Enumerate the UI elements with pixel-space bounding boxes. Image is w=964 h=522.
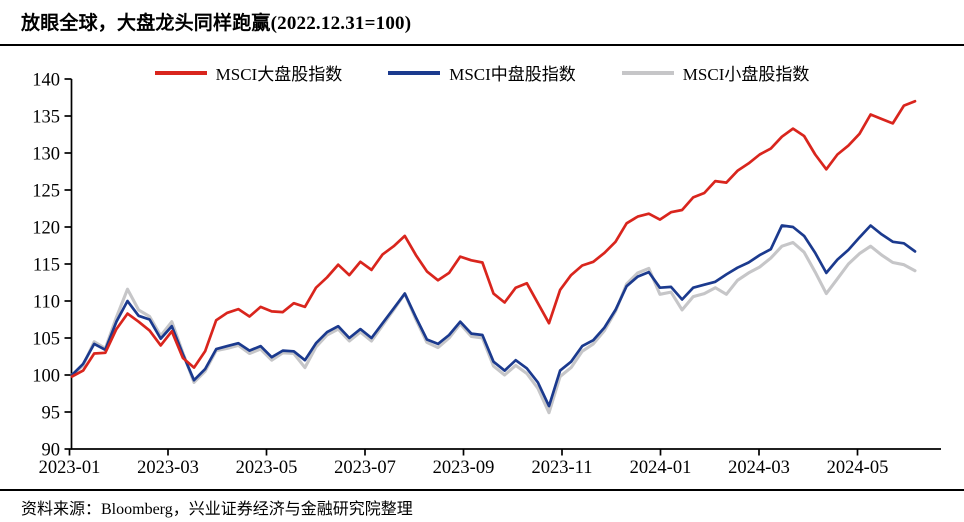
legend-label-large-cap: MSCI大盘股指数: [215, 65, 343, 84]
y-tick-label-95: 95: [42, 404, 61, 424]
source-note: 资料来源：Bloomberg，兴业证券经济与金融研究院整理: [21, 501, 413, 518]
series-line-mid-cap: [70, 224, 917, 408]
legend-item-mid-cap: MSCI中盘股指数: [388, 60, 576, 85]
x-tick-label-2023-11: 2023-11: [532, 458, 593, 478]
chart-legend: MSCI大盘股指数 MSCI中盘股指数 MSCI小盘股指数: [0, 60, 964, 85]
legend-item-large-cap: MSCI大盘股指数: [154, 60, 343, 85]
legend-line-swatch-mid-cap: [388, 70, 441, 75]
y-tick-label-130: 130: [32, 145, 60, 165]
legend-label-mid-cap: MSCI中盘股指数: [449, 65, 576, 84]
x-tick-label-2023-01: 2023-01: [39, 458, 101, 478]
y-tick-label-100: 100: [32, 367, 60, 387]
legend-line-swatch-large-cap: [154, 70, 207, 75]
legend-line-swatch-small-cap: [621, 70, 674, 75]
footer-divider: [0, 489, 964, 491]
y-tick-label-110: 110: [33, 293, 60, 313]
chart-title: 放眼全球，大盘龙头同样跑赢(2022.12.31=100): [21, 13, 412, 34]
legend-label-small-cap: MSCI小盘股指数: [682, 65, 810, 84]
y-tick-label-120: 120: [32, 219, 60, 239]
y-tick-label-90: 90: [42, 441, 61, 461]
x-tick-label-2024-05: 2024-05: [827, 458, 889, 478]
x-tick-label-2023-07: 2023-07: [334, 458, 396, 478]
legend-item-small-cap: MSCI小盘股指数: [621, 60, 810, 85]
x-tick-label-2024-01: 2024-01: [630, 458, 692, 478]
x-tick-label-2023-03: 2023-03: [137, 458, 199, 478]
series-line-small-cap: [70, 240, 917, 415]
y-tick-label-105: 105: [32, 330, 60, 350]
x-tick-label-2023-05: 2023-05: [236, 458, 298, 478]
y-tick-label-115: 115: [33, 256, 60, 276]
x-tick-label-2023-09: 2023-09: [433, 458, 495, 478]
x-tick-label-2024-03: 2024-03: [728, 458, 790, 478]
y-tick-label-140: 140: [32, 71, 60, 91]
y-tick-label-135: 135: [32, 108, 60, 128]
series-line-large-cap: [70, 99, 917, 378]
title-divider: [0, 44, 964, 46]
y-tick-label-125: 125: [32, 182, 60, 202]
